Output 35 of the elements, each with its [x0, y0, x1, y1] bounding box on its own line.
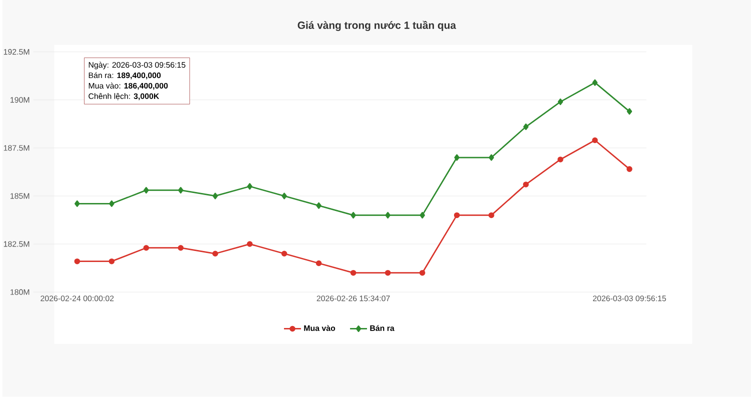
point — [420, 212, 425, 219]
point — [316, 202, 322, 209]
point — [626, 108, 632, 115]
point — [281, 250, 288, 257]
point — [488, 212, 494, 218]
point — [385, 212, 390, 219]
point — [558, 156, 564, 162]
point — [592, 137, 598, 144]
point — [74, 258, 80, 264]
point — [523, 182, 529, 188]
point — [454, 212, 460, 218]
chart-title: Giá vàng trong nước 1 tuần qua — [298, 20, 456, 32]
point — [419, 270, 426, 276]
point — [488, 154, 494, 161]
point — [626, 166, 632, 172]
point — [212, 250, 218, 257]
point — [108, 258, 115, 264]
point — [178, 187, 184, 194]
point — [246, 241, 253, 248]
point — [316, 260, 322, 266]
point — [350, 270, 356, 276]
point — [592, 79, 598, 86]
point — [212, 192, 218, 200]
point — [144, 187, 149, 194]
point — [247, 183, 252, 190]
point — [109, 200, 114, 208]
point — [523, 124, 529, 130]
point — [384, 270, 391, 276]
point — [454, 154, 460, 161]
point — [143, 245, 150, 251]
point — [558, 98, 564, 106]
point — [282, 192, 287, 200]
point — [178, 245, 184, 251]
point — [350, 212, 356, 219]
point — [74, 200, 80, 208]
